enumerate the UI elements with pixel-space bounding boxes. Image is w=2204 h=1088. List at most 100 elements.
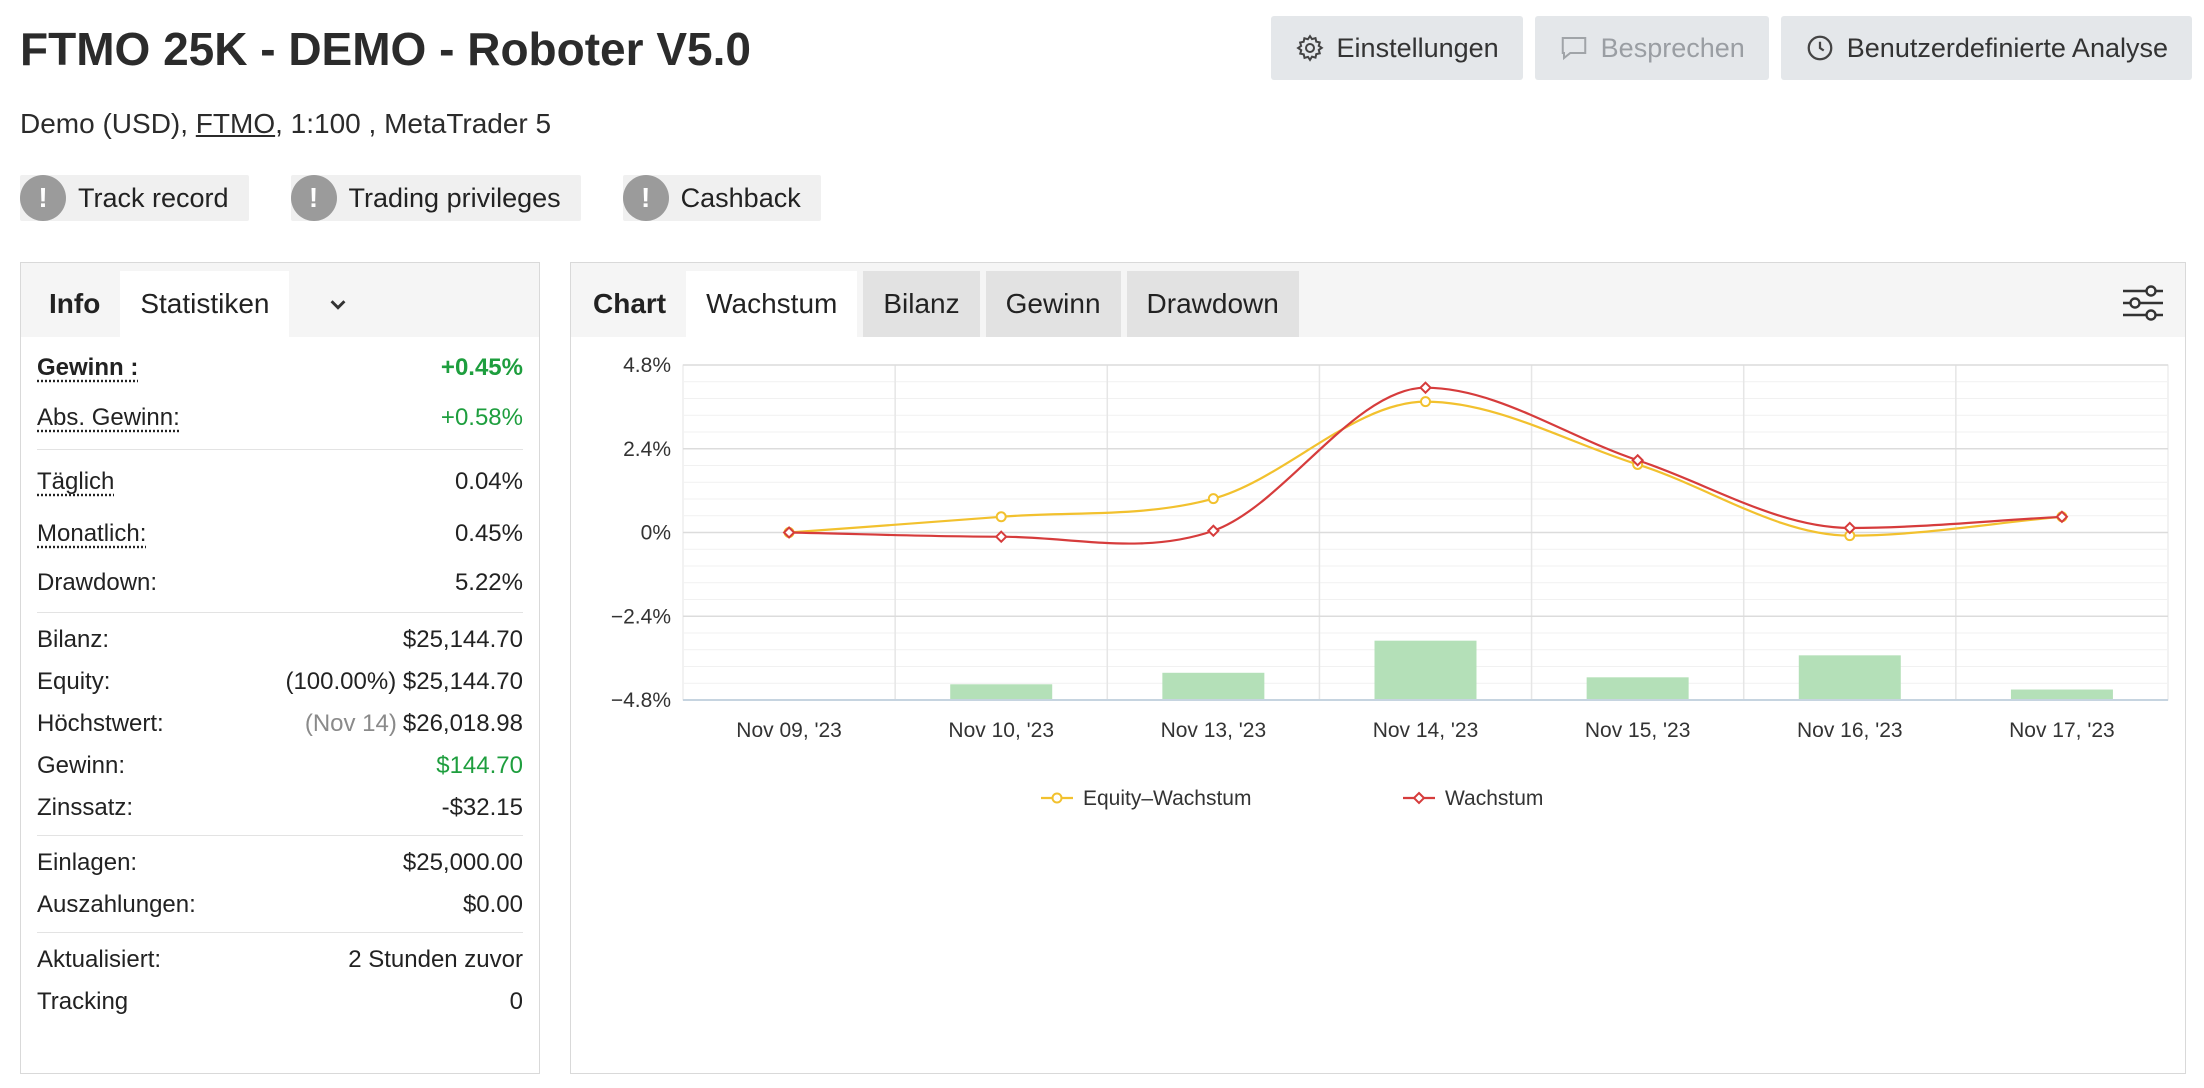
discuss-button[interactable]: Besprechen: [1534, 16, 1769, 80]
gear-icon: [1295, 34, 1324, 62]
y-tick-label: 4.8%: [623, 354, 671, 377]
legend-marker: [1051, 792, 1063, 804]
stat-profit-value: $144.70: [436, 752, 523, 779]
badge-label: Cashback: [680, 182, 801, 213]
account-type: Demo (USD),: [20, 108, 196, 139]
legend-label: Equity–Wachstum: [1083, 787, 1251, 810]
custom-analysis-button[interactable]: Benutzerdefinierte Analyse: [1780, 16, 2192, 80]
stats-tabs: Info Statistiken: [21, 263, 539, 337]
exclamation-icon: !: [622, 175, 669, 221]
x-tick-label: Nov 15, '23: [1585, 719, 1691, 742]
equity-growth-point: [1420, 396, 1431, 408]
stat-highest-label: Höchstwert:: [37, 710, 164, 737]
volume-bar: [1798, 655, 1901, 700]
stat-abs-gain-value: +0.58%: [440, 404, 523, 431]
x-tick-label: Nov 16, '23: [1797, 719, 1903, 742]
legend-marker: [1412, 791, 1426, 805]
stat-withdrawals-label: Auszahlungen:: [37, 891, 196, 918]
stat-gain-value: +0.45%: [440, 354, 523, 381]
stat-highest-value: $26,018.98: [402, 710, 523, 737]
broker-link[interactable]: FTMO: [195, 108, 276, 139]
x-tick-label: Nov 17, '23: [2009, 719, 2115, 742]
stat-abs-gain-label[interactable]: Abs. Gewinn:: [37, 404, 180, 431]
tab-growth[interactable]: Wachstum: [686, 271, 858, 337]
stat-withdrawals: Auszahlungen: $0.00: [37, 884, 523, 926]
stat-profit: Gewinn: $144.70: [37, 745, 523, 787]
growth-point: [782, 526, 796, 539]
stat-equity-value-group: (100.00%) $25,144.70: [285, 668, 523, 696]
stats-body: Gewinn : +0.45% Abs. Gewinn: +0.58% Tägl…: [21, 337, 539, 1023]
stat-monthly-label[interactable]: Monatlich:: [37, 520, 147, 547]
x-tick-label: Nov 09, '23: [736, 719, 842, 742]
stat-daily-label[interactable]: Täglich: [37, 468, 115, 495]
legend-label: Wachstum: [1445, 787, 1543, 810]
tab-balance[interactable]: Bilanz: [863, 271, 980, 337]
volume-bar: [1162, 672, 1265, 700]
badge-trading-privileges[interactable]: ! Trading privileges: [290, 175, 581, 221]
exclamation-icon: !: [20, 175, 66, 221]
stat-interest-value: -$32.15: [441, 794, 523, 821]
stat-drawdown-value: 5.22%: [454, 569, 523, 596]
volume-bar: [2010, 689, 2113, 700]
stat-interest: Zinssatz: -$32.15: [37, 787, 523, 829]
tab-profit[interactable]: Gewinn: [985, 271, 1121, 337]
settings-button[interactable]: Einstellungen: [1270, 16, 1523, 80]
y-tick-label: −4.8%: [611, 689, 671, 712]
x-tick-label: Nov 14, '23: [1373, 719, 1479, 742]
stat-balance-value: $25,144.70: [402, 626, 523, 653]
badge-cashback[interactable]: ! Cashback: [622, 175, 821, 221]
growth-point: [2055, 510, 2069, 524]
stat-equity-percent: (100.00%): [285, 668, 397, 695]
stat-highest: Höchstwert: (Nov 14) $26,018.98: [37, 703, 523, 745]
stat-profit-label: Gewinn:: [37, 752, 126, 779]
stat-abs-gain: Abs. Gewinn: +0.58%: [37, 393, 523, 443]
stat-tracking: Tracking 0: [37, 981, 523, 1023]
badge-label: Trading privileges: [348, 182, 561, 213]
tab-more[interactable]: [303, 271, 373, 337]
x-tick-label: Nov 13, '23: [1161, 719, 1267, 742]
stat-equity-value: $25,144.70: [402, 668, 523, 695]
clock-icon: [1807, 35, 1833, 61]
stat-deposits: Einlagen: $25,000.00: [37, 842, 523, 884]
stats-panel: Info Statistiken Gewinn : +0.45% Abs. Ge…: [20, 262, 540, 1074]
stat-highest-date: (Nov 14): [304, 710, 397, 737]
tab-drawdown[interactable]: Drawdown: [1126, 271, 1299, 337]
stat-equity-label: Equity:: [37, 668, 111, 695]
badge-track-record[interactable]: ! Track record: [20, 175, 249, 221]
y-tick-label: −2.4%: [611, 605, 671, 628]
stat-deposits-value: $25,000.00: [402, 849, 523, 876]
growth-point: [994, 530, 1008, 544]
stat-balance-label: Bilanz:: [37, 626, 110, 653]
volume-bar: [1374, 640, 1477, 700]
chevron-down-icon: [331, 300, 346, 310]
tab-statistics[interactable]: Statistiken: [120, 271, 290, 337]
stat-tracking-label: Tracking: [37, 988, 129, 1015]
stat-monthly-value: 0.45%: [454, 520, 523, 547]
badge-label: Track record: [78, 182, 229, 213]
stat-updated: Aktualisiert: 2 Stunden zuvor: [37, 939, 523, 981]
growth-point: [1419, 381, 1432, 395]
stat-updated-value: 2 Stunden zuvor: [348, 946, 523, 973]
stat-withdrawals-value: $0.00: [462, 891, 523, 918]
stat-gain-label[interactable]: Gewinn :: [37, 354, 139, 381]
tab-info[interactable]: Info: [49, 288, 101, 319]
volume-bar: [950, 684, 1053, 700]
growth-point: [1843, 521, 1857, 535]
stat-daily-value: 0.04%: [454, 468, 523, 495]
stat-tracking-value: 0: [509, 988, 523, 1015]
sliders-icon[interactable]: [2121, 281, 2165, 325]
growth-point: [1631, 453, 1645, 467]
comment-icon: [1561, 37, 1586, 61]
equity-growth-point: [995, 511, 1007, 523]
account-details: , 1:100 , MetaTrader 5: [275, 108, 552, 139]
stat-interest-label: Zinssatz:: [37, 794, 134, 821]
badge-row: ! Track record ! Trading privileges ! Ca…: [20, 175, 821, 221]
stat-updated-label: Aktualisiert:: [37, 946, 162, 973]
divider: [37, 449, 523, 450]
settings-button-label: Einstellungen: [1336, 32, 1499, 63]
account-subtitle: Demo (USD), FTMO, 1:100 , MetaTrader 5: [20, 108, 551, 140]
stat-gain: Gewinn : +0.45%: [37, 343, 523, 393]
stat-highest-value-group: (Nov 14) $26,018.98: [305, 710, 523, 738]
stat-drawdown-label: Drawdown:: [37, 569, 158, 596]
stat-monthly: Monatlich: 0.45%: [37, 508, 523, 560]
